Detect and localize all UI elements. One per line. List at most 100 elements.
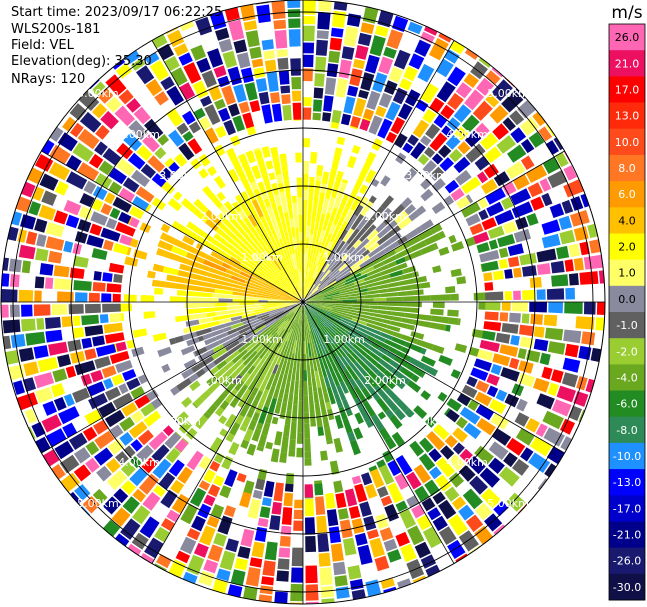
velocity-gate <box>386 296 403 302</box>
velocity-gate <box>450 369 461 379</box>
velocity-gate <box>368 195 377 204</box>
velocity-gate <box>369 305 378 310</box>
velocity-gate <box>342 274 352 281</box>
velocity-gate <box>314 402 321 416</box>
noise-gate <box>504 269 513 279</box>
velocity-gate <box>386 249 397 258</box>
velocity-gate <box>310 421 317 427</box>
noise-gate <box>429 466 442 480</box>
velocity-gate <box>376 370 390 384</box>
noise-gate <box>305 584 319 601</box>
noise-gate <box>136 65 155 85</box>
velocity-gate <box>187 303 201 309</box>
velocity-gate <box>264 307 280 313</box>
ring-label: 3.00km <box>405 169 447 182</box>
velocity-gate <box>282 305 292 310</box>
velocity-gate <box>299 327 302 338</box>
velocity-gate <box>163 250 171 259</box>
velocity-gate <box>438 354 453 366</box>
velocity-gate <box>349 270 360 277</box>
velocity-gate <box>277 320 286 329</box>
velocity-gate <box>375 221 387 233</box>
noise-gate <box>323 95 334 112</box>
velocity-gate <box>285 302 299 304</box>
noise-gate <box>132 488 146 503</box>
noise-gate <box>477 171 489 184</box>
velocity-gate <box>258 406 269 425</box>
velocity-gate <box>391 368 407 382</box>
velocity-gate <box>193 273 208 282</box>
velocity-gate <box>405 363 416 372</box>
noise-gate <box>197 503 212 519</box>
noise-gate <box>360 22 375 35</box>
velocity-gate <box>306 354 311 372</box>
colorbar: m/s26.021.017.013.010.08.06.04.02.01.00.… <box>608 3 646 601</box>
velocity-gate <box>282 297 300 302</box>
velocity-gate <box>317 281 330 291</box>
velocity-gate <box>309 279 314 289</box>
velocity-gate <box>272 299 284 301</box>
velocity-gate <box>394 408 406 421</box>
noise-gate <box>433 424 450 441</box>
velocity-gate <box>317 352 323 362</box>
colorbar-swatch <box>609 128 645 156</box>
noise-gate <box>264 59 277 72</box>
velocity-gate <box>309 276 318 289</box>
velocity-gate <box>351 178 364 196</box>
noise-gate <box>147 155 165 173</box>
velocity-gate <box>228 231 243 246</box>
noise-gate <box>520 117 539 136</box>
noise-gate <box>42 400 57 416</box>
noise-gate <box>104 409 125 428</box>
velocity-gate <box>238 209 247 220</box>
noise-gate <box>530 196 545 211</box>
noise-gate <box>475 404 494 421</box>
velocity-gate <box>213 233 226 245</box>
noise-gate <box>519 324 534 337</box>
velocity-gate <box>326 440 333 445</box>
ring-label: 1.00km <box>323 333 365 346</box>
velocity-gate <box>309 234 313 246</box>
noise-gate <box>525 418 540 433</box>
velocity-gate <box>304 423 311 439</box>
velocity-gate <box>374 385 390 402</box>
noise-gate <box>255 78 268 92</box>
colorbar-tick-label: 17.0 <box>615 84 640 97</box>
noise-gate <box>53 265 70 278</box>
noise-gate <box>171 493 190 514</box>
noise-gate <box>461 176 481 194</box>
noise-gate <box>399 78 413 91</box>
noise-gate <box>127 543 142 556</box>
noise-gate <box>66 171 88 190</box>
velocity-gate <box>243 255 259 269</box>
velocity-gate <box>250 319 265 329</box>
velocity-gate <box>259 352 270 366</box>
velocity-gate <box>429 322 447 331</box>
velocity-gate <box>334 343 347 358</box>
velocity-gate <box>220 294 232 299</box>
noise-gate <box>27 167 44 185</box>
noise-gate <box>258 594 273 603</box>
velocity-gate <box>351 145 361 155</box>
noise-gate <box>276 49 288 58</box>
velocity-gate <box>218 415 228 425</box>
velocity-gate <box>210 251 221 260</box>
noise-gate <box>223 119 236 136</box>
noise-gate <box>198 570 215 587</box>
velocity-gate <box>218 249 232 260</box>
velocity-gate <box>229 396 240 408</box>
velocity-gate <box>366 322 383 332</box>
noise-gate <box>465 143 486 163</box>
velocity-gate <box>281 373 288 389</box>
noise-gate <box>550 260 565 274</box>
colorbar-swatch <box>609 495 645 522</box>
ring-label: 4.00km <box>446 128 488 141</box>
velocity-gate <box>303 160 310 174</box>
velocity-gate <box>204 209 222 226</box>
velocity-gate <box>249 256 258 264</box>
noise-gate <box>89 79 100 90</box>
velocity-gate <box>303 370 308 381</box>
velocity-gate <box>265 373 276 391</box>
velocity-gate <box>248 318 262 326</box>
noise-gate <box>386 29 404 50</box>
